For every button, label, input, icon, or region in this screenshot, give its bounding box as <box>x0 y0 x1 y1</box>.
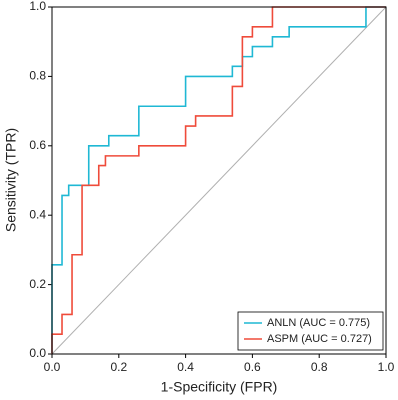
x-tick-label: 0.0 <box>44 360 61 374</box>
y-tick-label: 0.2 <box>29 277 46 291</box>
y-tick-label: 0.8 <box>29 69 46 83</box>
y-axis-label: Sensitivity (TPR) <box>3 128 19 232</box>
plot-frame <box>51 6 387 355</box>
legend-box <box>237 311 384 351</box>
x-tick-label: 0.6 <box>244 360 261 374</box>
reference-diagonal <box>51 6 387 355</box>
y-tick-label: 0.6 <box>29 138 46 152</box>
y-tick-label: 1.0 <box>29 0 46 13</box>
roc-curve <box>51 6 386 354</box>
roc-curve <box>51 6 386 354</box>
x-tick-label: 0.2 <box>110 360 127 374</box>
x-tick-label: 1.0 <box>378 360 395 374</box>
x-tick-label: 0.8 <box>311 360 328 374</box>
legend-label: ASPM (AUC = 0.727) <box>267 333 372 345</box>
x-axis-label: 1-Specificity (FPR) <box>161 379 278 395</box>
legend-label: ANLN (AUC = 0.775) <box>267 317 370 329</box>
y-tick-label: 0.0 <box>29 346 46 360</box>
x-tick-label: 0.4 <box>177 360 194 374</box>
y-tick-label: 0.4 <box>29 207 46 221</box>
